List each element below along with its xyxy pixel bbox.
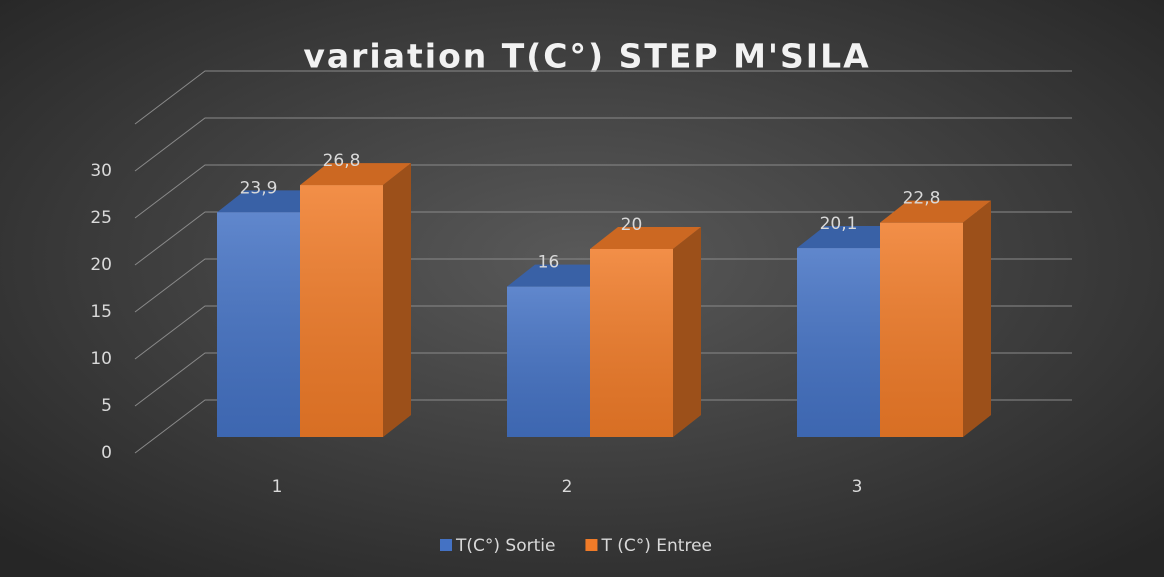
bar-top-shade [880, 200, 991, 223]
bar-shade [797, 248, 880, 437]
x-tick-label: 3 [852, 477, 863, 497]
y-tick-label: 30 [90, 161, 112, 181]
legend-label: T (C°) Entree [600, 536, 712, 556]
bar-side [673, 227, 701, 437]
bar-shade [217, 212, 300, 437]
bar-shade [300, 185, 383, 437]
grid-line [134, 352, 1072, 407]
grid-line [134, 399, 1072, 454]
bar-side-shade [673, 227, 701, 437]
bar-shade [590, 249, 673, 437]
chart-title: variation T(C°) STEP M'SILA [303, 37, 870, 76]
data-label: 23,9 [240, 178, 278, 198]
grid-line [134, 164, 1072, 219]
data-label: 26,8 [323, 151, 361, 171]
y-tick-label: 10 [90, 349, 112, 369]
legend-swatch [440, 539, 452, 551]
data-label: 20 [621, 215, 643, 235]
y-tick-label: 0 [101, 443, 112, 463]
bar-shade [880, 222, 963, 437]
grid-line [134, 211, 1072, 266]
x-tick-label: 1 [272, 477, 283, 497]
bar-side-shade [963, 200, 991, 437]
legend-label: T(C°) Sortie [455, 536, 555, 556]
bar-top [300, 163, 411, 186]
data-label: 20,1 [820, 214, 858, 234]
bar-top [590, 227, 701, 249]
bar-top-shade [590, 227, 701, 249]
data-label: 22,8 [903, 189, 941, 209]
plot-frame [134, 70, 1072, 125]
x-tick-label: 2 [562, 477, 573, 497]
grid-line [134, 305, 1072, 360]
bar-side [383, 163, 411, 437]
bar-shade [507, 286, 590, 437]
y-tick-label: 25 [90, 208, 112, 228]
y-tick-label: 15 [90, 302, 112, 322]
grid-line [134, 258, 1072, 313]
bar-side-shade [383, 163, 411, 437]
bar-top [880, 200, 991, 223]
grid-line [134, 117, 1072, 172]
data-label: 16 [538, 253, 560, 273]
legend-swatch [585, 539, 598, 551]
y-tick-label: 20 [90, 255, 112, 275]
y-tick-label: 5 [101, 396, 112, 416]
bar-side [963, 200, 991, 437]
bar-top-shade [300, 163, 411, 186]
